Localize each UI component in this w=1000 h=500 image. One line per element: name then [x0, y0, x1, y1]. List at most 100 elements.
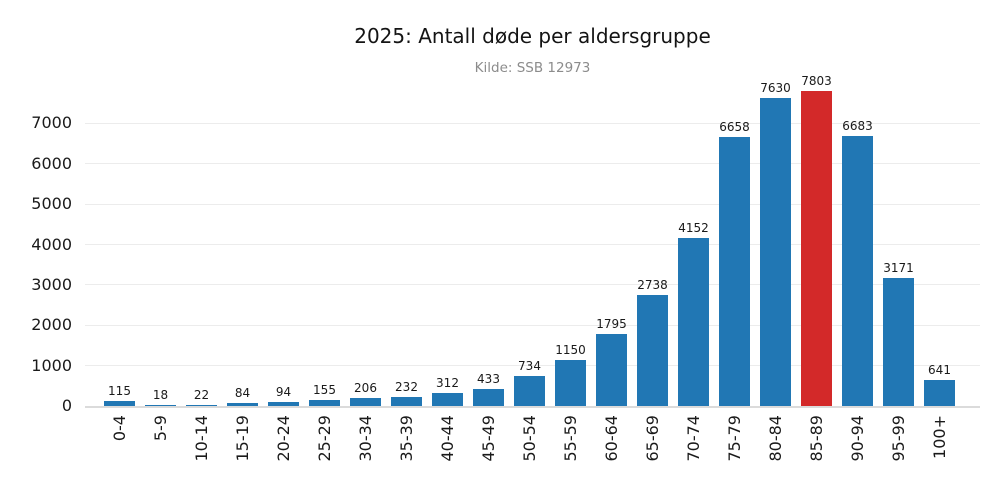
gridline — [85, 163, 980, 165]
bar — [390, 397, 423, 406]
x-tick-label: 65-69 — [642, 415, 662, 462]
x-tick-wrap: 30-34 — [345, 406, 386, 462]
x-tick-wrap: 20-24 — [263, 406, 304, 462]
x-tick-wrap: 65-69 — [632, 406, 673, 462]
chart-title: 2025: Antall døde per aldersgruppe — [354, 24, 711, 48]
bar — [554, 360, 587, 406]
bar-value-label: 232 — [395, 380, 418, 394]
x-tick-wrap: 60-64 — [591, 406, 632, 462]
x-tick-wrap: 0-4 — [99, 406, 140, 441]
bar — [472, 389, 505, 406]
x-tick-label: 20-24 — [273, 415, 293, 462]
bar-slot: 641 100+ — [919, 75, 960, 459]
x-tick-label: 25-29 — [314, 415, 334, 462]
x-tick-wrap: 15-19 — [222, 406, 263, 462]
bar-value-label: 1795 — [596, 317, 627, 331]
bar-slot: 155 25-29 — [304, 75, 345, 462]
gridline — [85, 244, 980, 246]
y-tick-label: 0 — [61, 396, 72, 415]
bar — [267, 402, 300, 406]
x-tick-wrap: 50-54 — [509, 406, 550, 462]
bar-slot: 7630 80-84 — [755, 75, 796, 462]
x-tick-wrap: 35-39 — [386, 406, 427, 462]
y-tick-label: 6000 — [31, 153, 72, 173]
bar-slot: 4152 70-74 — [673, 75, 714, 462]
bar-slot: 115 0-4 — [99, 75, 140, 441]
bar — [595, 334, 628, 406]
bar-value-label: 433 — [477, 372, 500, 386]
x-tick-wrap: 40-44 — [427, 406, 468, 462]
y-tick-label: 5000 — [31, 194, 72, 214]
bar-value-label: 84 — [234, 386, 251, 400]
x-tick-label: 90-94 — [847, 415, 867, 462]
x-tick-wrap: 25-29 — [304, 406, 345, 462]
x-tick-label: 75-79 — [724, 415, 744, 462]
bar — [226, 403, 259, 406]
bar-slot: 94 20-24 — [263, 75, 304, 462]
x-tick-wrap: 100+ — [919, 406, 960, 459]
x-tick-label: 70-74 — [683, 415, 703, 462]
bar-slot: 232 35-39 — [386, 75, 427, 462]
bar — [923, 380, 956, 406]
bars-layer: 115 0-4 18 5-9 22 10-14 84 15-19 94 20-24 155 25-29… — [99, 74, 960, 462]
bar-value-label: 155 — [313, 383, 336, 397]
bar-value-label: 641 — [928, 363, 951, 377]
bar-value-label: 18 — [152, 388, 169, 402]
x-tick-label: 100+ — [929, 415, 949, 459]
bar-slot: 6683 90-94 — [837, 75, 878, 462]
bar-highlighted — [800, 91, 833, 406]
bar — [636, 295, 669, 406]
x-tick-wrap: 90-94 — [837, 406, 878, 462]
y-tick-label: 4000 — [31, 234, 72, 254]
x-tick-label: 5-9 — [150, 415, 170, 442]
bar-value-label: 22 — [193, 388, 210, 402]
x-tick-wrap: 75-79 — [714, 406, 755, 462]
x-tick-label: 45-49 — [478, 415, 498, 462]
x-tick-label: 30-34 — [355, 415, 375, 462]
bar-value-label: 6683 — [842, 119, 873, 133]
bar — [144, 405, 177, 406]
gridline — [85, 324, 980, 326]
x-tick-label: 85-89 — [806, 415, 826, 462]
x-tick-label: 95-99 — [888, 415, 908, 462]
bar-slot: 6658 75-79 — [714, 75, 755, 462]
x-tick-wrap: 55-59 — [550, 406, 591, 462]
bar-value-label: 3171 — [883, 261, 914, 275]
y-tick-label: 1000 — [31, 355, 72, 375]
bar-value-label: 4152 — [678, 221, 709, 235]
x-tick-wrap: 10-14 — [181, 406, 222, 462]
x-tick-label: 50-54 — [519, 415, 539, 462]
bar-slot: 1150 55-59 — [550, 75, 591, 462]
bar-value-label: 7630 — [760, 81, 791, 95]
x-tick-label: 80-84 — [765, 415, 785, 462]
gridline — [85, 365, 980, 367]
x-tick-label: 10-14 — [191, 415, 211, 462]
gridline — [85, 203, 980, 205]
bar-value-label: 7803 — [801, 74, 832, 88]
x-tick-label: 35-39 — [396, 415, 416, 462]
bar-slot: 433 45-49 — [468, 75, 509, 462]
x-tick-wrap: 80-84 — [755, 406, 796, 462]
x-tick-label: 0-4 — [109, 415, 129, 442]
plot-area: 0 1000 2000 3000 4000 5000 6000 7000 115 0-4 18 5-… — [31, 74, 980, 462]
bar-slot: 84 15-19 — [222, 75, 263, 462]
bar — [677, 238, 710, 406]
bar-slot: 2738 65-69 — [632, 75, 673, 462]
bar — [718, 137, 751, 406]
bar — [349, 398, 382, 406]
bar-value-label: 6658 — [719, 120, 750, 134]
bar — [759, 98, 792, 406]
bar-slot: 22 10-14 — [181, 75, 222, 462]
bar-slot: 3171 95-99 — [878, 75, 919, 462]
bar-slot: 206 30-34 — [345, 75, 386, 462]
x-tick-label: 40-44 — [437, 415, 457, 462]
bar-slot: 1795 60-64 — [591, 75, 632, 462]
y-tick-label: 3000 — [31, 274, 72, 294]
bar-value-label: 312 — [436, 376, 459, 390]
bar — [513, 376, 546, 406]
x-tick-label: 15-19 — [232, 415, 252, 462]
x-tick-label: 55-59 — [560, 415, 580, 462]
bar — [882, 278, 915, 406]
x-axis-line — [85, 406, 980, 408]
